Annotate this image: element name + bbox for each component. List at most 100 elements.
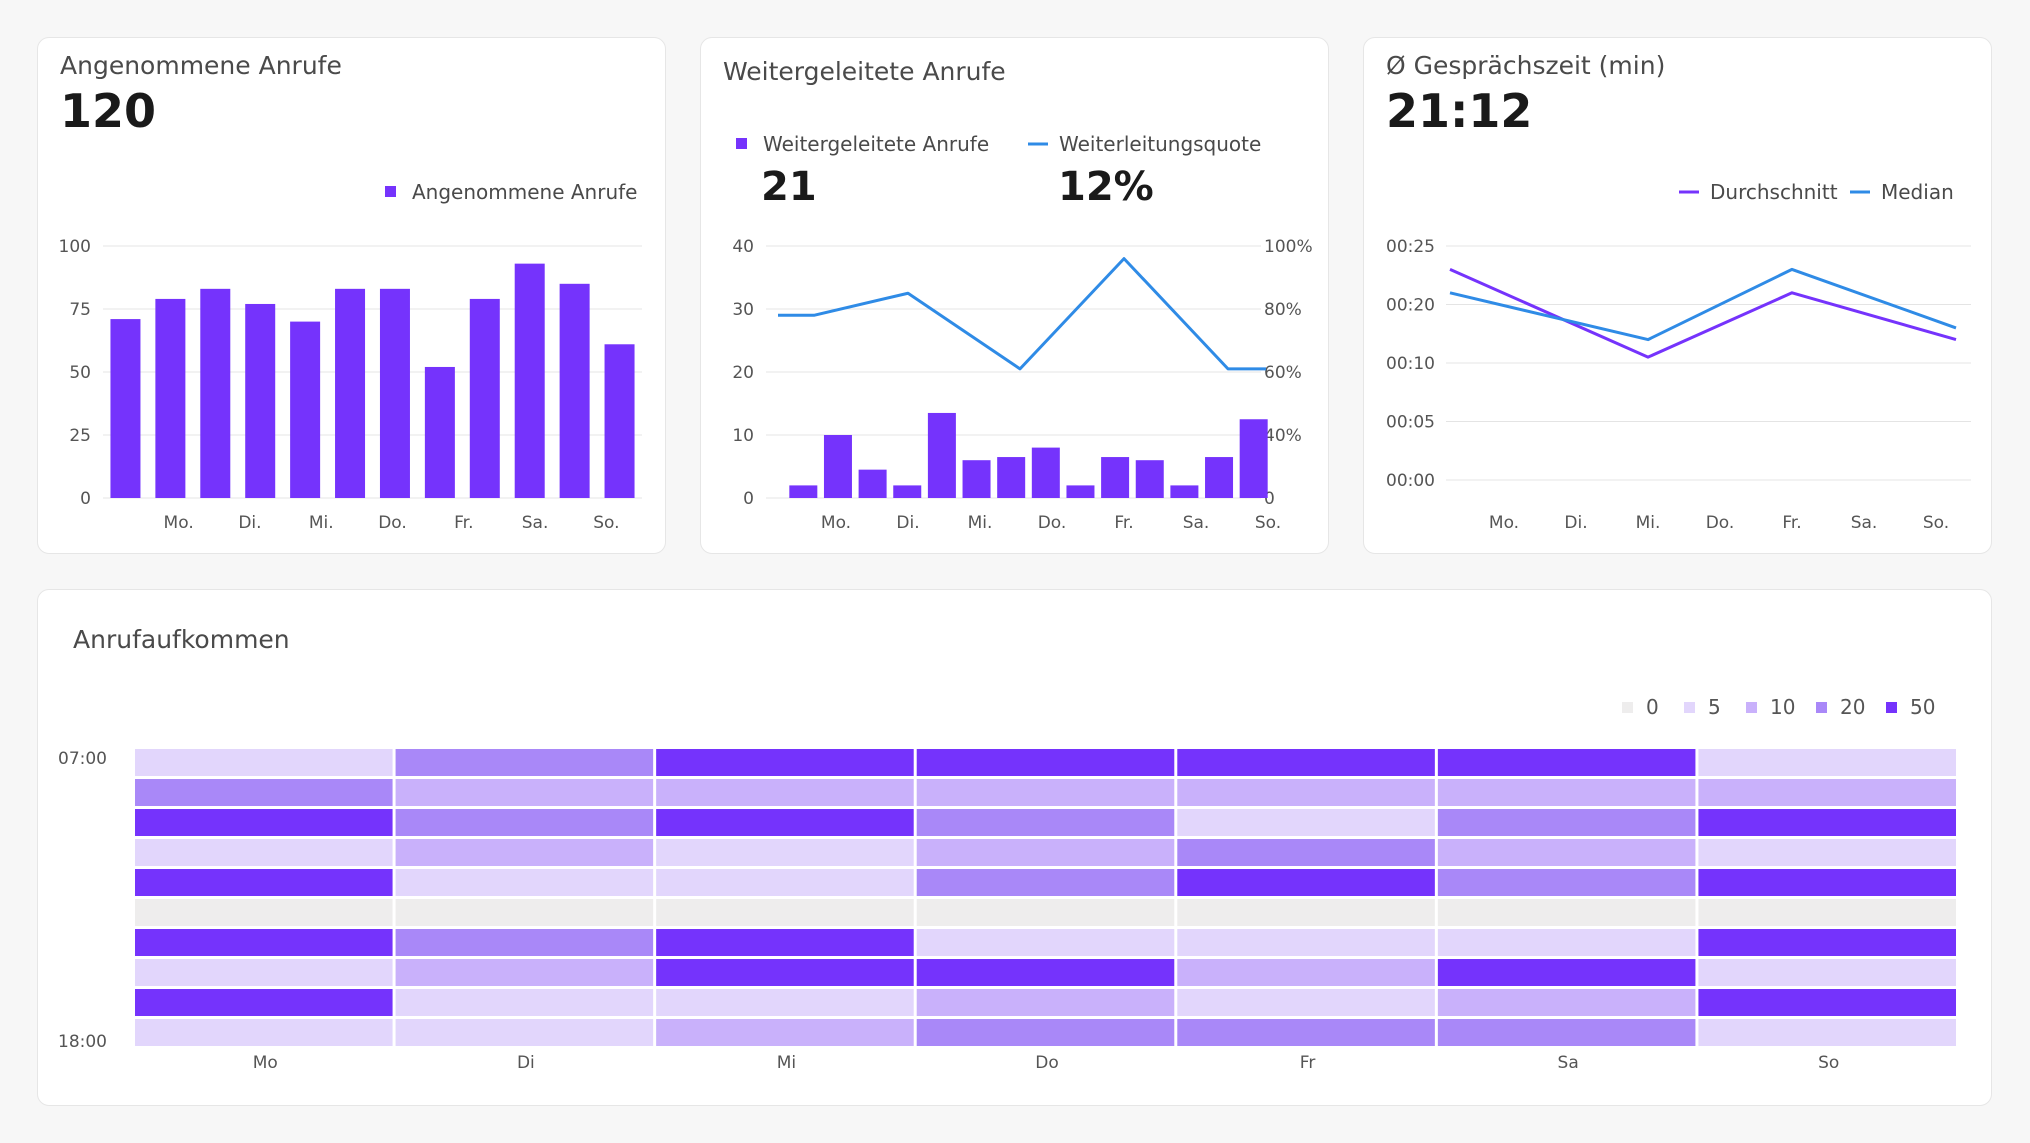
heatmap-cell [1437, 779, 1696, 806]
heatmap-cell [1698, 899, 1956, 926]
heatmap-cell [1177, 869, 1435, 896]
legend-label: 50 [1910, 695, 1935, 719]
x-tick-label: Di. [1564, 513, 1587, 533]
legend-swatch [1684, 702, 1695, 713]
heatmap-cell [395, 899, 654, 926]
heatmap-cell [135, 929, 393, 956]
bar [1101, 457, 1130, 498]
heatmap-cell [656, 1019, 914, 1046]
heatmap-cell [916, 749, 1175, 776]
heatmap-cell [1437, 959, 1696, 986]
kpi-value: 120 [60, 84, 157, 138]
heatmap-cell [656, 929, 914, 956]
bar [893, 485, 922, 498]
heatmap-cell [1177, 989, 1435, 1016]
legend-label: Angenommene Anrufe [412, 180, 638, 204]
legend-swatch-bars [736, 138, 747, 149]
y-tick-label: 07:00 [58, 749, 107, 769]
forwarded-calls-chart: 0 0 10 40% 20 60% 30 80% 40 100% Mo. Di. Mi. Do. Fr. S… [732, 138, 1313, 533]
card-title: Ø Gesprächszeit (min) [1386, 51, 1666, 80]
y-tick-label: 20 [732, 363, 754, 383]
heatmap-cell [135, 959, 393, 986]
x-tick-label: Di. [896, 513, 919, 533]
y2-tick-label: 100% [1264, 237, 1313, 257]
y-tick-label: 00:00 [1386, 471, 1435, 491]
heatmap-cell [1437, 989, 1696, 1016]
bar [962, 460, 991, 498]
bar [200, 288, 231, 498]
heatmap-cell [1437, 869, 1696, 896]
bar [1239, 419, 1268, 498]
heatmap-cell [1177, 929, 1435, 956]
heatmap-cell [135, 1019, 393, 1046]
bar [559, 283, 590, 498]
legend-label: 0 [1646, 695, 1659, 719]
x-tick-label: Mi [777, 1053, 796, 1073]
heatmap-cell [656, 779, 914, 806]
bar [110, 319, 141, 498]
bar [1066, 485, 1095, 498]
card-title: Angenommene Anrufe [60, 51, 342, 80]
heatmap-cell [1177, 809, 1435, 836]
heatmap-cell [395, 749, 654, 776]
bar [155, 298, 186, 498]
heatmap-cell [916, 839, 1175, 866]
bar [823, 435, 852, 498]
x-tick-label: Di [517, 1053, 535, 1073]
heatmap-cell [395, 839, 654, 866]
heatmap-cell [916, 869, 1175, 896]
legend-swatch [1622, 702, 1633, 713]
heatmap-cell [1437, 809, 1696, 836]
y2-tick-label: 60% [1264, 363, 1302, 383]
y2-tick-label: 40% [1264, 426, 1302, 446]
heatmap-cell [656, 959, 914, 986]
heatmap-cell [916, 1019, 1175, 1046]
heatmap-cell [916, 929, 1175, 956]
heatmap-cell [395, 929, 654, 956]
heatmap-cell [656, 989, 914, 1016]
y-tick-label: 25 [69, 426, 91, 446]
bar [245, 303, 276, 498]
heatmap-cell [1698, 1019, 1956, 1046]
heatmap-cell [1698, 809, 1956, 836]
x-tick-label: Fr. [1114, 513, 1133, 533]
x-tick-label: Fr. [1782, 513, 1801, 533]
heatmap-cell [916, 959, 1175, 986]
y-tick-label: 18:00 [58, 1032, 107, 1052]
heatmap-cell [135, 839, 393, 866]
legend-label-bars: Weitergeleitete Anrufe [763, 132, 990, 156]
heatmap-cell [1177, 1019, 1435, 1046]
x-tick-label: So. [593, 513, 619, 533]
legend-label: 10 [1770, 695, 1795, 719]
heatmap-cell [1698, 929, 1956, 956]
heatmap-cell [916, 899, 1175, 926]
call-duration-chart: 00:00 00:05 00:10 00:20 00:25 Mo. Di. Mi. Do. Fr… [1386, 190, 1971, 533]
bar [1170, 485, 1199, 498]
x-tick-label: Sa. [1183, 513, 1210, 533]
legend-swatch [385, 186, 396, 197]
x-tick-label: Mo [253, 1053, 278, 1073]
bar [424, 366, 455, 498]
y-tick-label: 30 [732, 300, 754, 320]
x-tick-label: Sa. [1851, 513, 1878, 533]
heatmap-cell [135, 779, 393, 806]
heatmap-cell [135, 899, 393, 926]
heatmap-cell [135, 749, 393, 776]
heatmap-cell [916, 989, 1175, 1016]
y2-tick-label: 80% [1264, 300, 1302, 320]
legend-label-median: Median [1881, 180, 1954, 204]
bar [469, 298, 500, 498]
heatmap-cell [395, 869, 654, 896]
heatmap-cell [1177, 899, 1435, 926]
heatmap-cell [916, 809, 1175, 836]
heatmap-cell [1437, 899, 1696, 926]
heatmap-cell [1177, 959, 1435, 986]
bar [1031, 447, 1060, 498]
x-tick-label: Sa [1558, 1053, 1579, 1073]
bar [789, 485, 818, 498]
x-tick-label: Mi. [1636, 513, 1661, 533]
heatmap-cell [135, 809, 393, 836]
heatmap-cell [395, 779, 654, 806]
bar [1135, 460, 1164, 498]
x-tick-label: Mo. [164, 513, 194, 533]
